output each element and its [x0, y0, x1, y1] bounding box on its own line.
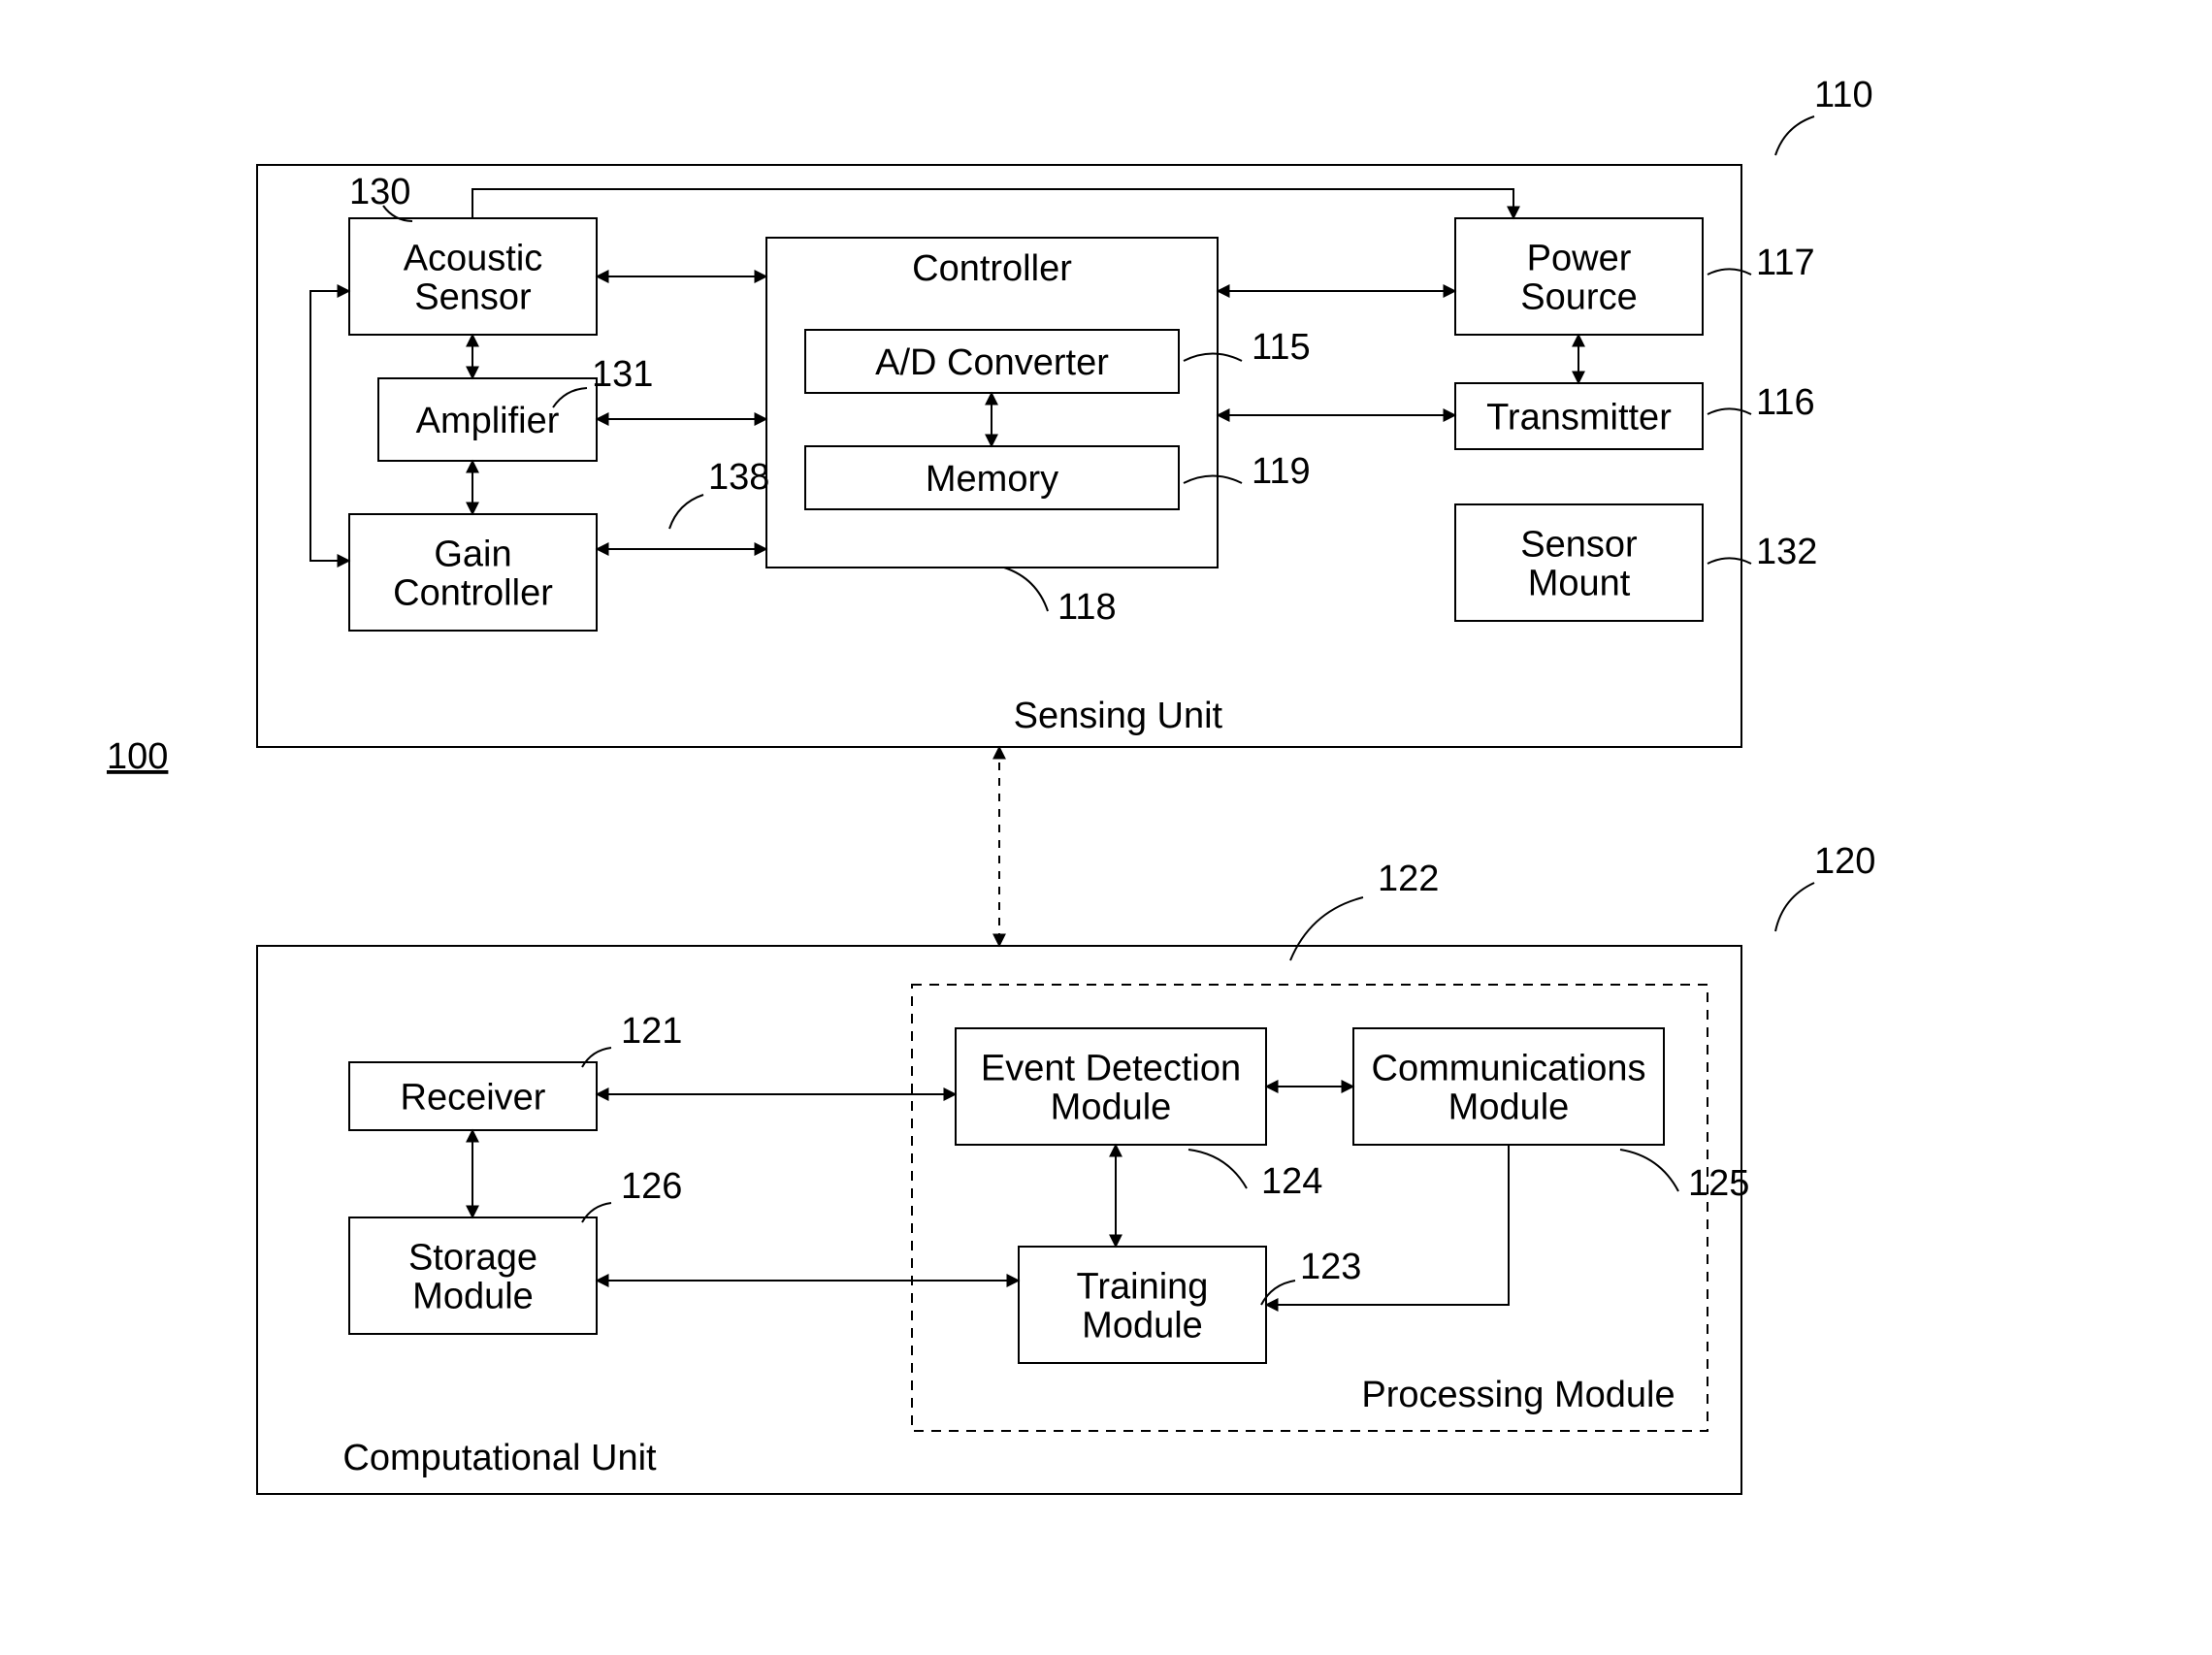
acoustic_sensor-label: Sensor	[414, 276, 532, 317]
ref-130: 130	[349, 172, 410, 212]
leader	[1620, 1150, 1678, 1191]
ref-131: 131	[592, 354, 653, 395]
leader	[1184, 354, 1242, 362]
leader	[1184, 476, 1242, 484]
ref-138: 138	[708, 457, 769, 498]
storage_module-label: Module	[412, 1276, 534, 1316]
ref-121: 121	[621, 1011, 682, 1052]
gain_controller-label: Gain	[434, 534, 511, 574]
leader	[669, 495, 703, 529]
ref-100: 100	[107, 736, 168, 777]
sensor_mount-label: Sensor	[1520, 524, 1638, 565]
ref-117: 117	[1756, 243, 1815, 283]
connector	[310, 291, 349, 561]
leader	[1188, 1150, 1247, 1188]
training_module-label: Training	[1077, 1266, 1209, 1307]
power_source-label: Source	[1520, 276, 1637, 317]
event_detection-label: Module	[1051, 1087, 1172, 1127]
ref-123: 123	[1300, 1247, 1361, 1287]
sensor_mount-label: Mount	[1528, 563, 1631, 603]
leader	[1708, 558, 1751, 564]
ref-120: 120	[1814, 841, 1875, 882]
ref-124: 124	[1261, 1161, 1322, 1202]
ref-115: 115	[1252, 327, 1311, 368]
event_detection-label: Event Detection	[981, 1048, 1241, 1088]
leader	[1290, 897, 1363, 960]
computational_unit-label: Computational Unit	[342, 1438, 657, 1478]
storage_module-label: Storage	[408, 1237, 537, 1278]
communications-label: Module	[1448, 1087, 1570, 1127]
leader	[1708, 408, 1751, 414]
ref-132: 132	[1756, 532, 1817, 572]
ref-118: 118	[1057, 587, 1117, 628]
controller-label: Controller	[912, 248, 1072, 289]
processing_module-label: Processing Module	[1361, 1375, 1675, 1415]
memory-label: Memory	[926, 459, 1058, 500]
receiver-label: Receiver	[401, 1077, 546, 1118]
training_module-label: Module	[1082, 1305, 1203, 1346]
transmitter-label: Transmitter	[1486, 397, 1672, 438]
ref-119: 119	[1252, 451, 1311, 492]
leader	[1708, 269, 1751, 275]
ad_converter-label: A/D Converter	[875, 342, 1109, 383]
leader	[1775, 116, 1814, 155]
power_source-label: Power	[1527, 238, 1632, 278]
ref-122: 122	[1378, 859, 1439, 899]
leader	[1775, 883, 1814, 931]
ref-116: 116	[1756, 382, 1815, 423]
acoustic_sensor-label: Acoustic	[404, 238, 543, 278]
gain_controller-label: Controller	[393, 572, 553, 613]
communications-label: Communications	[1372, 1048, 1646, 1088]
leader	[1004, 568, 1048, 611]
amplifier-label: Amplifier	[416, 401, 560, 441]
sensing_unit-label: Sensing Unit	[1014, 696, 1223, 736]
connector	[472, 189, 1513, 218]
ref-125: 125	[1688, 1163, 1749, 1204]
ref-126: 126	[621, 1166, 682, 1207]
ref-110: 110	[1814, 75, 1873, 115]
